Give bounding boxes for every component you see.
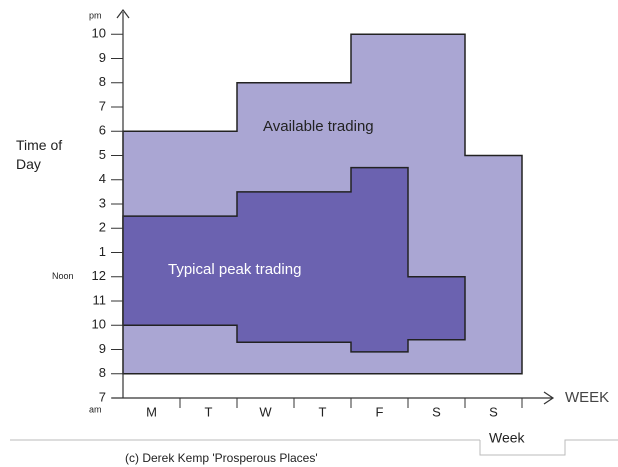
series-label: Typical peak trading [168, 261, 301, 278]
x-tick-label: F [376, 404, 384, 419]
x-tick-label: T [319, 404, 327, 419]
x-tick-label: S [489, 404, 498, 419]
y-tick-label: 5 [99, 147, 106, 162]
y-tick-label: 2 [99, 220, 106, 235]
y-tick-label: 8 [99, 74, 106, 89]
y-tick-label: 9 [99, 341, 106, 356]
y-tick-label: 1 [99, 244, 106, 259]
pm-label: pm [89, 11, 102, 21]
y-tick-label: 7 [99, 389, 106, 404]
x-tick-label: M [146, 404, 157, 419]
range-area [122, 166, 466, 353]
y-tick-label: 12 [92, 268, 106, 283]
tab [479, 439, 618, 456]
x-tick-label: T [205, 404, 213, 419]
y-tick-label: 10 [92, 317, 106, 332]
y-tick-label: 10 [92, 26, 106, 41]
series-label: Available trading [263, 118, 374, 135]
y-tick-label: 9 [99, 50, 106, 65]
y-tick-label: 3 [99, 195, 106, 210]
y-tick-label: 11 [93, 292, 107, 307]
y-tick-label: 8 [99, 365, 106, 380]
x-axis-label: WEEK [565, 389, 609, 406]
x-tick-label: S [432, 404, 441, 419]
y-axis-label: Time of Day [16, 137, 63, 172]
x-tick-label: W [259, 404, 272, 419]
caption: (c) Derek Kemp 'Prosperous Places' [125, 451, 318, 465]
noon-label: Noon [52, 271, 74, 281]
tab-label: Week [489, 430, 526, 446]
y-tick-label: 7 [99, 98, 106, 113]
am-label: am [89, 404, 102, 414]
y-tick-label: 4 [99, 171, 106, 186]
x-axis [112, 391, 555, 405]
y-tick-label: 6 [99, 123, 106, 138]
y-axis [116, 9, 130, 398]
